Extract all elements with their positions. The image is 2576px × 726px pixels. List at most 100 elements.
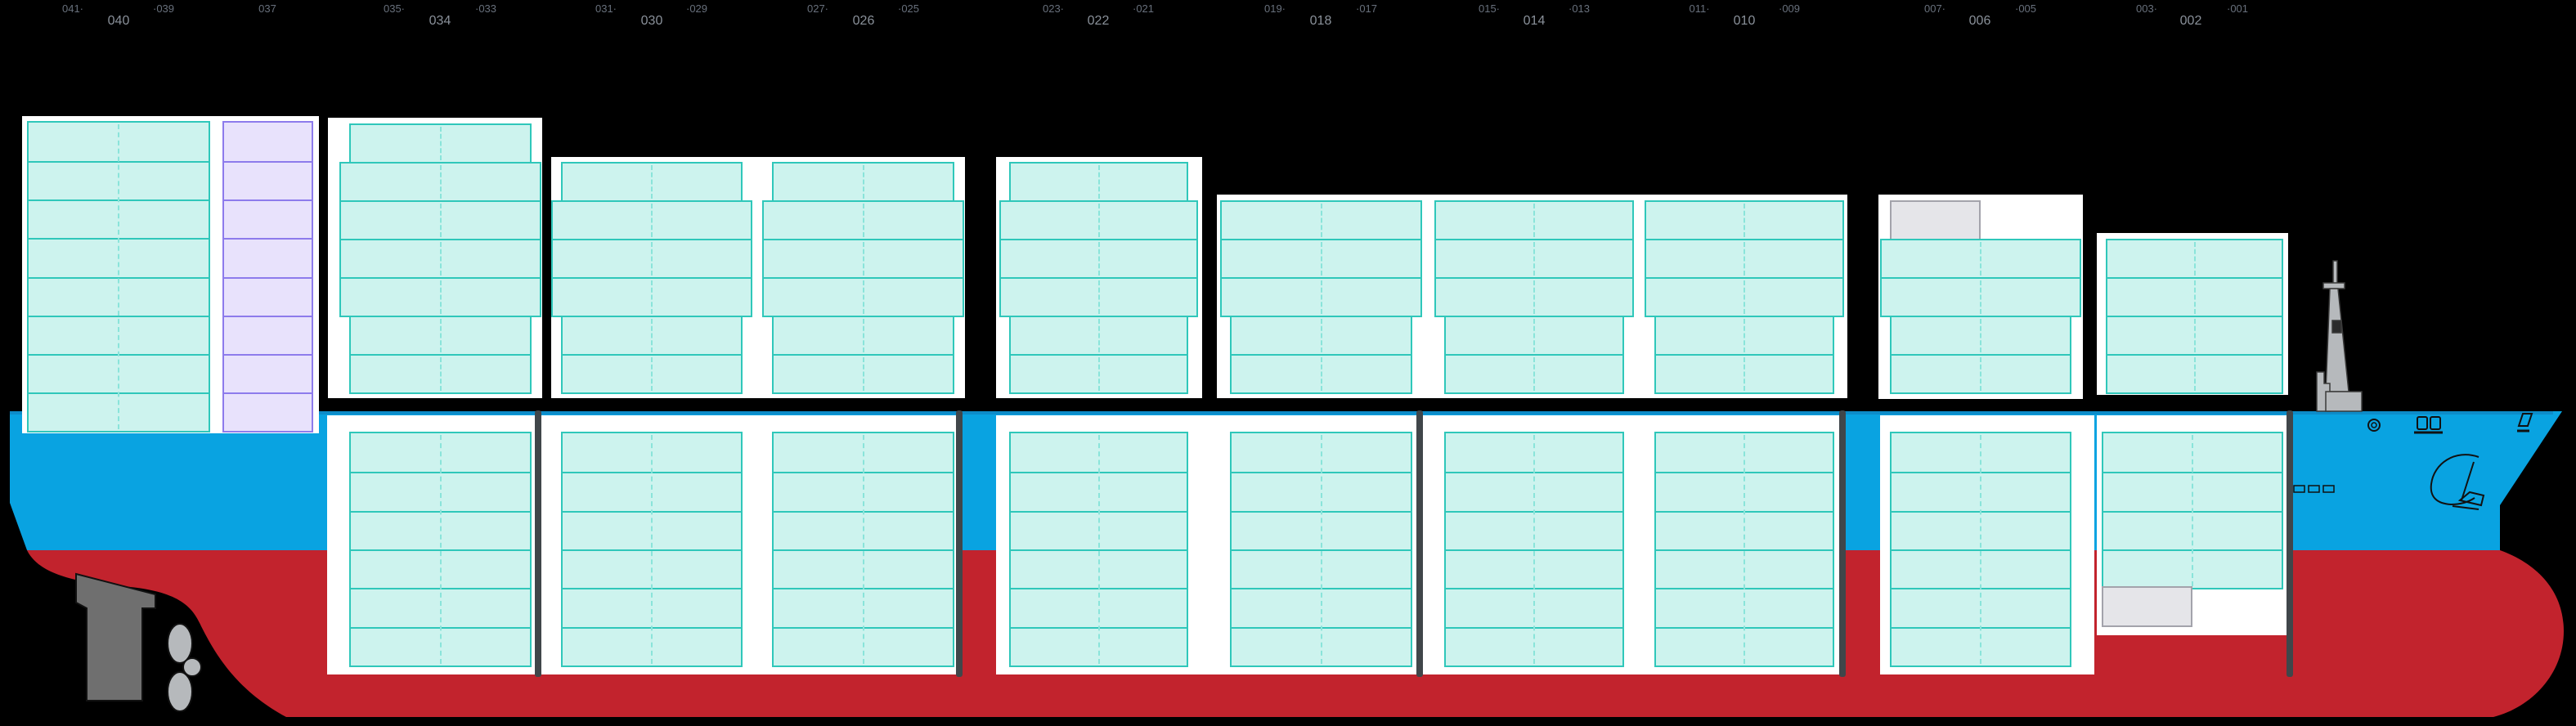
stowage-slot[interactable] — [1322, 473, 1411, 510]
stowage-slot[interactable] — [441, 240, 541, 277]
stowage-slot[interactable] — [563, 433, 652, 472]
stowage-slot[interactable] — [2192, 551, 2282, 588]
stowage-slot[interactable] — [1232, 513, 1322, 549]
stowage-slot[interactable] — [1534, 433, 1622, 472]
stowage-slot[interactable] — [29, 394, 119, 431]
stowage-slot[interactable] — [2103, 473, 2192, 510]
stowage-slot[interactable] — [1099, 513, 1187, 549]
stowage-slot[interactable] — [1744, 356, 1833, 392]
stowage-slot[interactable] — [1882, 240, 1981, 277]
stowage-slot[interactable] — [1534, 473, 1622, 510]
stowage-slot[interactable] — [1446, 589, 1534, 626]
stowage-slot[interactable] — [1892, 551, 1981, 588]
stowage-slot[interactable] — [1322, 317, 1411, 354]
stowage-slot[interactable] — [1744, 202, 1842, 239]
stowage-slot[interactable] — [1099, 317, 1187, 354]
stowage-slot[interactable] — [652, 317, 741, 354]
stowage-slot[interactable] — [652, 589, 741, 626]
stowage-slot[interactable] — [1446, 513, 1534, 549]
stowage-slot[interactable] — [351, 317, 441, 354]
stowage-slot[interactable] — [1436, 202, 1534, 239]
stowage-slot[interactable] — [553, 240, 652, 277]
stowage-slot[interactable] — [1534, 279, 1632, 316]
stowage-slot[interactable] — [29, 240, 119, 276]
stowage-slot[interactable] — [441, 433, 531, 472]
stowage-slot[interactable] — [1656, 317, 1744, 354]
stowage-slot[interactable] — [1656, 589, 1744, 626]
blocked-slot-bay-006[interactable] — [1890, 200, 1981, 240]
stowage-slot[interactable] — [1744, 433, 1833, 472]
stowage-slot[interactable] — [1744, 317, 1833, 354]
stowage-slot[interactable] — [1981, 433, 2070, 472]
stowage-slot[interactable] — [1099, 279, 1197, 316]
stowage-slot[interactable] — [341, 279, 441, 316]
stowage-slot[interactable] — [441, 629, 531, 666]
stowage-slot[interactable] — [1656, 356, 1744, 392]
stowage-slot[interactable] — [1446, 317, 1534, 354]
stowage-slot[interactable] — [224, 394, 312, 431]
stowage-slot[interactable] — [1646, 279, 1744, 316]
stowage-slot[interactable] — [29, 356, 119, 392]
stowage-slot[interactable] — [1099, 551, 1187, 588]
stowage-slot[interactable] — [1099, 433, 1187, 472]
stowage-slot[interactable] — [119, 123, 209, 161]
stowage-slot[interactable] — [1222, 279, 1322, 316]
stowage-slot[interactable] — [224, 123, 312, 161]
stowage-slot[interactable] — [1981, 317, 2070, 354]
stowage-slot[interactable] — [224, 317, 312, 354]
stowage-slot[interactable] — [1446, 433, 1534, 472]
stowage-slot[interactable] — [652, 513, 741, 549]
stowage-slot[interactable] — [563, 513, 652, 549]
stowage-slot[interactable] — [1232, 433, 1322, 472]
stowage-slot[interactable] — [563, 164, 652, 200]
stowage-slot[interactable] — [1232, 473, 1322, 510]
stowage-slot[interactable] — [224, 356, 312, 392]
stowage-slot[interactable] — [2192, 433, 2282, 472]
stowage-slot[interactable] — [1534, 356, 1622, 392]
stowage-slot[interactable] — [652, 551, 741, 588]
stowage-slot[interactable] — [1981, 279, 2080, 316]
stowage-slot[interactable] — [2103, 551, 2192, 588]
stowage-slot[interactable] — [1534, 629, 1622, 666]
stowage-slot[interactable] — [351, 513, 441, 549]
stowage-slot[interactable] — [119, 317, 209, 354]
stowage-slot[interactable] — [1446, 551, 1534, 588]
stowage-slot[interactable] — [563, 551, 652, 588]
stowage-slot[interactable] — [1892, 589, 1981, 626]
stowage-slot[interactable] — [351, 356, 441, 392]
stowage-slot[interactable] — [2192, 513, 2282, 549]
stowage-slot[interactable] — [1322, 356, 1411, 392]
stowage-slot[interactable] — [774, 164, 864, 200]
stowage-slot[interactable] — [1534, 240, 1632, 277]
stowage-slot[interactable] — [553, 202, 652, 239]
stowage-slot[interactable] — [774, 356, 864, 392]
stowage-slot[interactable] — [1744, 589, 1833, 626]
stowage-slot[interactable] — [2107, 317, 2195, 354]
stowage-slot[interactable] — [1011, 513, 1099, 549]
stowage-slot[interactable] — [441, 356, 531, 392]
stowage-slot[interactable] — [774, 433, 864, 472]
stowage-slot[interactable] — [1981, 629, 2070, 666]
stowage-slot[interactable] — [2107, 240, 2195, 277]
stowage-slot[interactable] — [1892, 317, 1981, 354]
stowage-slot[interactable] — [563, 473, 652, 510]
stowage-slot[interactable] — [1099, 202, 1197, 239]
stowage-slot[interactable] — [351, 629, 441, 666]
blocked-slot-bay-002[interactable] — [2102, 586, 2192, 627]
stowage-slot[interactable] — [441, 513, 531, 549]
stowage-slot[interactable] — [864, 279, 963, 316]
stowage-slot[interactable] — [2103, 433, 2192, 472]
stowage-slot[interactable] — [2107, 356, 2195, 392]
stowage-slot[interactable] — [1892, 473, 1981, 510]
stowage-slot[interactable] — [1322, 279, 1421, 316]
stowage-slot[interactable] — [1981, 356, 2070, 392]
stowage-slot[interactable] — [1222, 202, 1322, 239]
stowage-slot[interactable] — [351, 589, 441, 626]
stowage-slot[interactable] — [1099, 240, 1197, 277]
stowage-slot[interactable] — [1011, 433, 1099, 472]
stowage-slot[interactable] — [1099, 589, 1187, 626]
stowage-slot[interactable] — [29, 163, 119, 199]
stowage-slot[interactable] — [341, 202, 441, 239]
stowage-slot[interactable] — [441, 164, 541, 200]
stowage-slot[interactable] — [864, 589, 954, 626]
